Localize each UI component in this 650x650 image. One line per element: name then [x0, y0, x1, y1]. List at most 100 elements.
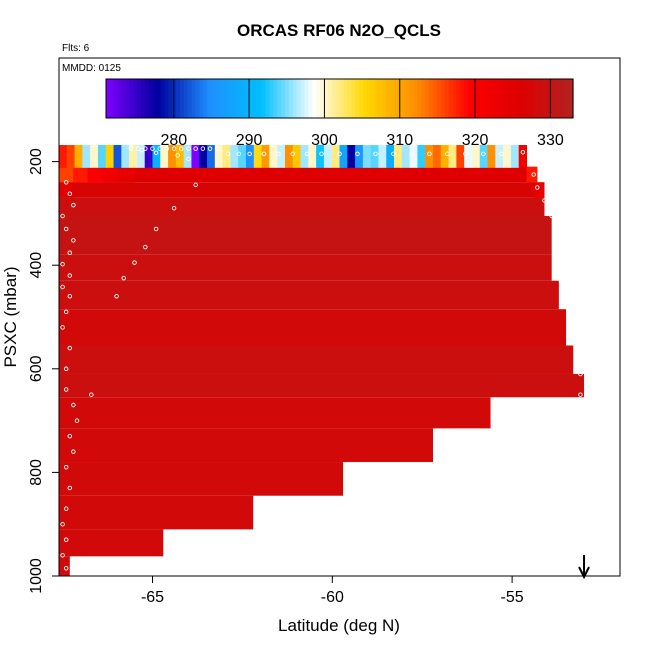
heat-cell-segment — [73, 166, 88, 183]
heat-cell — [59, 345, 574, 374]
flights-label: Flts: 6 — [62, 43, 90, 54]
colorbar-cell — [327, 79, 333, 118]
band-cell — [214, 145, 224, 168]
band-cell — [222, 145, 231, 168]
track-point-right — [581, 407, 587, 413]
track-point-left — [67, 191, 73, 196]
colorbar-cell — [172, 79, 177, 118]
track-point-right — [531, 172, 536, 177]
colorbar-cell — [417, 79, 422, 118]
colorbar-cell — [335, 79, 341, 118]
colorbar-cell — [320, 79, 325, 118]
colorbar-cell — [351, 79, 356, 118]
track-point-left — [71, 238, 76, 243]
colorbar-cell — [378, 79, 383, 118]
colorbar-cell — [401, 79, 407, 118]
colorbar-cell — [432, 79, 438, 118]
band-cell — [175, 145, 185, 168]
track-point-left — [121, 275, 126, 281]
track-point-left — [67, 345, 73, 351]
band-cell — [440, 145, 450, 168]
heat-cell — [59, 428, 433, 463]
colorbar-cell — [530, 79, 535, 118]
y-axis-label: PSXC (mbar) — [1, 266, 20, 367]
band-cell — [97, 145, 107, 168]
heat-cell-segment — [533, 182, 545, 198]
heat-cell — [59, 215, 552, 255]
track-point-top — [261, 151, 267, 157]
track-point-left — [63, 366, 69, 372]
track-point-right — [574, 353, 580, 359]
track-point-top — [427, 151, 432, 157]
colorbar-cell — [308, 79, 313, 118]
colorbar-cell — [141, 79, 146, 118]
y-tick-label: 800 — [28, 459, 45, 486]
colorbar-cell — [323, 79, 329, 118]
colorbar-cell — [207, 79, 212, 118]
track-point-top — [186, 146, 191, 151]
track-point-right — [567, 296, 572, 302]
track-point-top — [128, 146, 134, 151]
colorbar-cell — [148, 79, 154, 118]
track-point-left — [143, 244, 148, 250]
track-point-left — [63, 226, 69, 232]
colorbar-cell — [409, 79, 415, 118]
track-point-top — [236, 151, 242, 157]
colorbar: 280 290 300 310 320 330 — [105, 78, 574, 149]
band-cell — [433, 145, 442, 168]
track-point-left — [63, 180, 69, 185]
colorbar-cell — [125, 79, 130, 118]
track-point-top — [164, 146, 170, 151]
track-point-left — [67, 485, 73, 491]
band-cell — [74, 145, 83, 168]
colorbar-cell — [226, 79, 232, 118]
track-point-top — [193, 146, 198, 151]
colorbar-cell — [452, 79, 457, 118]
y-tick-label: 1000 — [28, 558, 45, 594]
colorbar-cell — [129, 79, 134, 118]
track-point-left — [71, 402, 76, 408]
band-cell — [394, 145, 403, 168]
track-point-top — [214, 146, 220, 151]
colorbar-cell — [121, 79, 127, 118]
band-cell — [199, 145, 208, 168]
colorbar-tick-label: 280 — [160, 132, 187, 149]
band-cell — [355, 145, 364, 168]
colorbar-cell — [164, 79, 169, 118]
track-point-right — [563, 278, 569, 283]
track-point-left — [193, 182, 198, 188]
track-point-left — [60, 261, 65, 267]
band-cell — [331, 145, 340, 168]
y-tick-label: 200 — [28, 148, 45, 175]
x-axis-label: Latitude (deg N) — [278, 616, 400, 635]
colorbar-cell — [471, 79, 477, 118]
track-point-left — [67, 250, 73, 256]
track-point-left — [60, 284, 65, 290]
track-point-top — [337, 151, 342, 157]
track-point-top — [304, 151, 310, 157]
colorbar-cell — [269, 79, 274, 118]
colorbar-cell — [545, 79, 551, 118]
band-cell — [370, 145, 379, 168]
colorbar-cell — [285, 79, 290, 118]
colorbar-cell — [467, 79, 473, 118]
colorbar-cell — [249, 79, 255, 118]
band-cell — [269, 145, 278, 168]
track-point-top — [207, 146, 213, 151]
colorbar-cell — [518, 79, 524, 118]
colorbar-cell — [281, 79, 286, 118]
track-point-left — [153, 150, 159, 156]
x-tick-label: -60 — [321, 589, 344, 606]
band-cell — [479, 145, 489, 168]
colorbar-cell — [199, 79, 204, 118]
colorbar-frame — [105, 78, 574, 119]
colorbar-cell — [475, 79, 481, 118]
colorbar-tick-label: 320 — [462, 132, 489, 149]
heat-cell-segment — [59, 166, 74, 183]
band-cell — [238, 145, 247, 168]
band-cell — [518, 145, 527, 168]
y-axis: 200 400 600 800 1000 — [28, 148, 59, 594]
band-cell — [347, 145, 356, 168]
colorbar-cell — [288, 79, 294, 118]
colorbar-cell — [238, 79, 243, 118]
